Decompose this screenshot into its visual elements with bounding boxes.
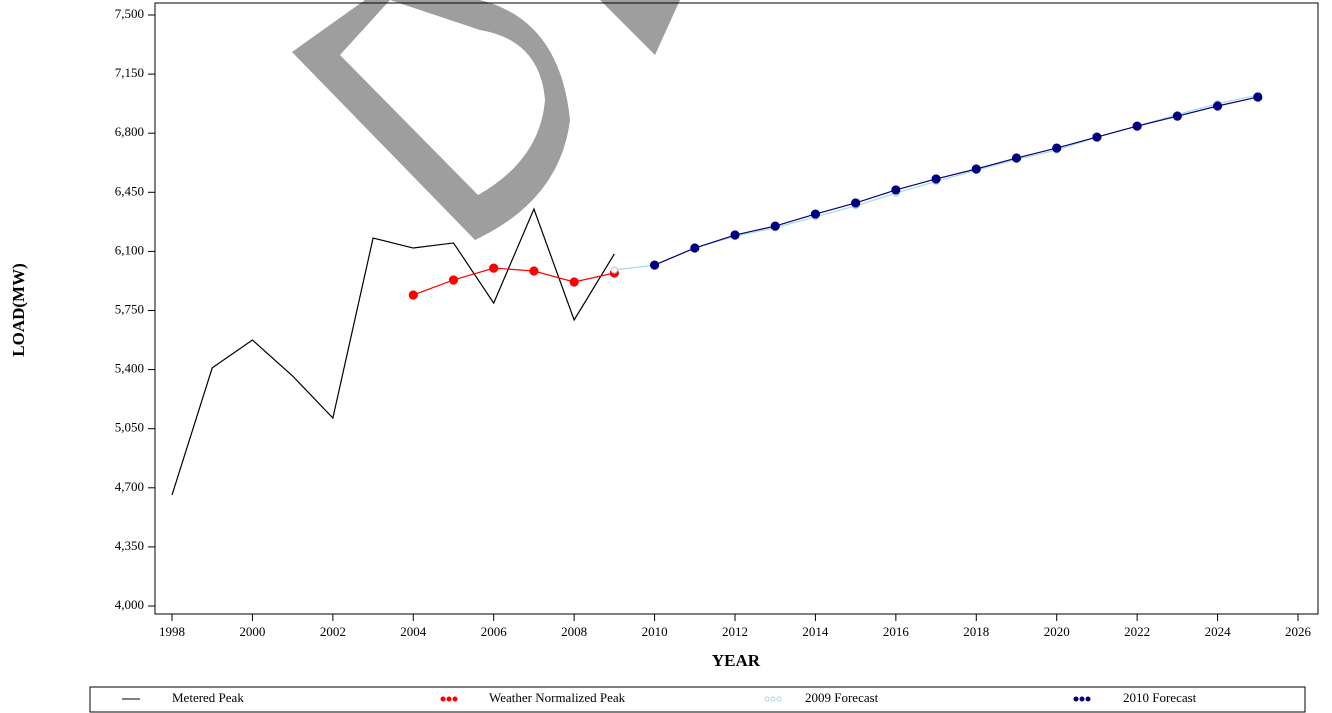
point	[1172, 111, 1182, 121]
plot-frame	[154, 2, 1319, 615]
y-tick-label: 7,150	[115, 65, 144, 80]
x-tick-label: 2022	[1124, 624, 1150, 639]
x-tick-label: 2018	[963, 624, 989, 639]
x-tick-label: 1998	[159, 624, 185, 639]
point	[931, 174, 941, 184]
x-tick-label: 2026	[1285, 624, 1312, 639]
series-line	[171, 207, 615, 496]
legend-label: Metered Peak	[172, 690, 244, 705]
legend-swatch	[764, 696, 770, 702]
y-tick-label: 5,050	[115, 420, 144, 435]
point	[810, 209, 821, 219]
point	[649, 260, 660, 270]
legend-swatch	[1079, 696, 1085, 702]
y-axis-title: LOAD(MW)	[9, 263, 28, 356]
x-tick-label: 2004	[400, 624, 427, 639]
legend-label: 2010 Forecast	[1123, 690, 1197, 705]
legend-swatch	[452, 696, 458, 702]
x-axis-title: YEAR	[712, 651, 761, 670]
legend-swatch	[446, 696, 452, 702]
legend-label: Weather Normalized Peak	[489, 690, 626, 705]
point	[770, 221, 780, 231]
watermark	[600, 0, 680, 55]
x-tick-label: 2024	[1205, 624, 1232, 639]
x-tick-label: 2020	[1044, 624, 1070, 639]
watermark	[292, 0, 570, 240]
point	[971, 164, 981, 174]
legend-swatch	[776, 696, 782, 702]
point	[1092, 132, 1102, 142]
x-tick-label: 2010	[642, 624, 668, 639]
y-tick-label: 5,400	[115, 361, 144, 376]
legend	[89, 686, 1306, 713]
point	[569, 277, 579, 287]
x-tick-label: 2014	[802, 624, 829, 639]
x-tick-label: 2008	[561, 624, 587, 639]
x-tick-label: 2012	[722, 624, 748, 639]
point	[1253, 92, 1263, 102]
legend-swatch	[770, 696, 776, 702]
point	[448, 275, 459, 285]
y-tick-label: 6,450	[115, 183, 144, 198]
point	[529, 266, 539, 276]
x-tick-label: 2016	[883, 624, 910, 639]
point	[1052, 143, 1062, 153]
x-tick-label: 2000	[239, 624, 265, 639]
point	[610, 266, 618, 274]
point	[408, 290, 418, 300]
point	[690, 243, 700, 253]
point	[1132, 121, 1142, 131]
point	[1011, 153, 1022, 163]
y-tick-label: 6,800	[115, 124, 144, 139]
legend-swatch	[1085, 696, 1091, 702]
series-line	[654, 96, 1258, 266]
point	[891, 185, 901, 195]
point	[1212, 101, 1223, 111]
legend-swatch	[440, 696, 446, 702]
y-tick-label: 4,700	[115, 479, 144, 494]
y-tick-label: 6,100	[115, 242, 144, 257]
series-line	[413, 267, 615, 296]
point	[489, 263, 499, 273]
y-tick-label: 4,350	[115, 538, 144, 553]
legend-label: 2009 Forecast	[805, 690, 879, 705]
y-tick-label: 5,750	[115, 301, 144, 316]
y-tick-label: 4,000	[115, 597, 144, 612]
y-tick-label: 7,500	[115, 6, 144, 21]
legend-swatch	[1073, 696, 1079, 702]
x-tick-label: 2002	[320, 624, 346, 639]
point	[730, 230, 740, 240]
x-tick-label: 2006	[481, 624, 508, 639]
point	[851, 198, 861, 208]
